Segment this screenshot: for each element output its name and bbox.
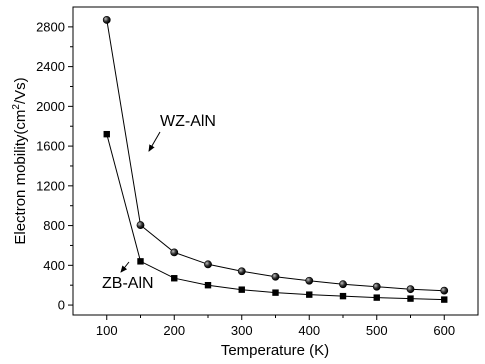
wz-aln-point xyxy=(204,260,212,269)
x-tick-label: 300 xyxy=(231,323,253,338)
wz-aln-point xyxy=(237,267,246,276)
wz-aln-point xyxy=(339,280,347,289)
wz-aln-point xyxy=(372,282,381,291)
y-tick-label: 2000 xyxy=(36,99,65,114)
wz-aln-point xyxy=(406,285,415,294)
y-tick-label: 1600 xyxy=(36,139,65,154)
zb-aln-point xyxy=(373,294,380,301)
y-axis-title-prefix: Electron mobility(cm xyxy=(12,110,29,245)
wz-aln-point xyxy=(440,286,449,295)
x-tick-label: 100 xyxy=(96,323,118,338)
plot-frame xyxy=(72,6,479,316)
x-tick-label: 200 xyxy=(163,323,185,338)
zb-aln-arrow xyxy=(120,261,130,273)
zb-aln-label: ZB-AlN xyxy=(102,275,154,292)
y-axis-title-suffix: /Vs) xyxy=(12,77,29,104)
wz-aln-line xyxy=(106,19,445,292)
y-tick-label: 800 xyxy=(43,218,65,233)
y-tick-label: 2800 xyxy=(36,19,65,34)
wz-aln-point xyxy=(102,16,111,24)
y-tick-label: 2400 xyxy=(36,59,65,74)
zb-aln-point xyxy=(407,295,414,302)
wz-aln-point xyxy=(271,272,280,281)
wz-aln-point xyxy=(305,276,314,285)
wz-aln-label: WZ-AlN xyxy=(160,113,216,130)
y-axis-title-superscript: 2 xyxy=(11,104,22,110)
zb-aln-point xyxy=(441,296,448,303)
zb-aln-point xyxy=(103,130,110,138)
zb-aln-point xyxy=(339,292,347,300)
wz-aln-point xyxy=(136,221,145,229)
zb-aln-point xyxy=(238,286,245,293)
y-axis-ticks: 0 400 800 1200 1600 2000 2400 2800 xyxy=(36,19,73,313)
y-tick-label: 400 xyxy=(43,258,65,273)
zb-aln-point xyxy=(171,275,178,282)
x-tick-label: 500 xyxy=(366,323,388,338)
x-tick-label: 400 xyxy=(298,323,320,338)
zb-aln-point xyxy=(137,258,144,265)
zb-aln-point xyxy=(204,281,212,289)
y-axis-title: Electron mobility(cm2/Vs) xyxy=(11,77,29,244)
wz-aln-point xyxy=(170,248,179,257)
x-axis-title: Temperature (K) xyxy=(221,342,329,359)
y-tick-label: 1200 xyxy=(36,178,65,193)
wz-aln-arrow xyxy=(148,131,161,152)
series-layer xyxy=(102,16,449,303)
zb-aln-point xyxy=(306,291,313,298)
x-axis-ticks: 100 200 300 400 500 600 xyxy=(96,315,455,338)
zb-aln-point xyxy=(272,289,279,296)
y-tick-label: 0 xyxy=(58,298,65,313)
x-tick-label: 600 xyxy=(433,323,455,338)
